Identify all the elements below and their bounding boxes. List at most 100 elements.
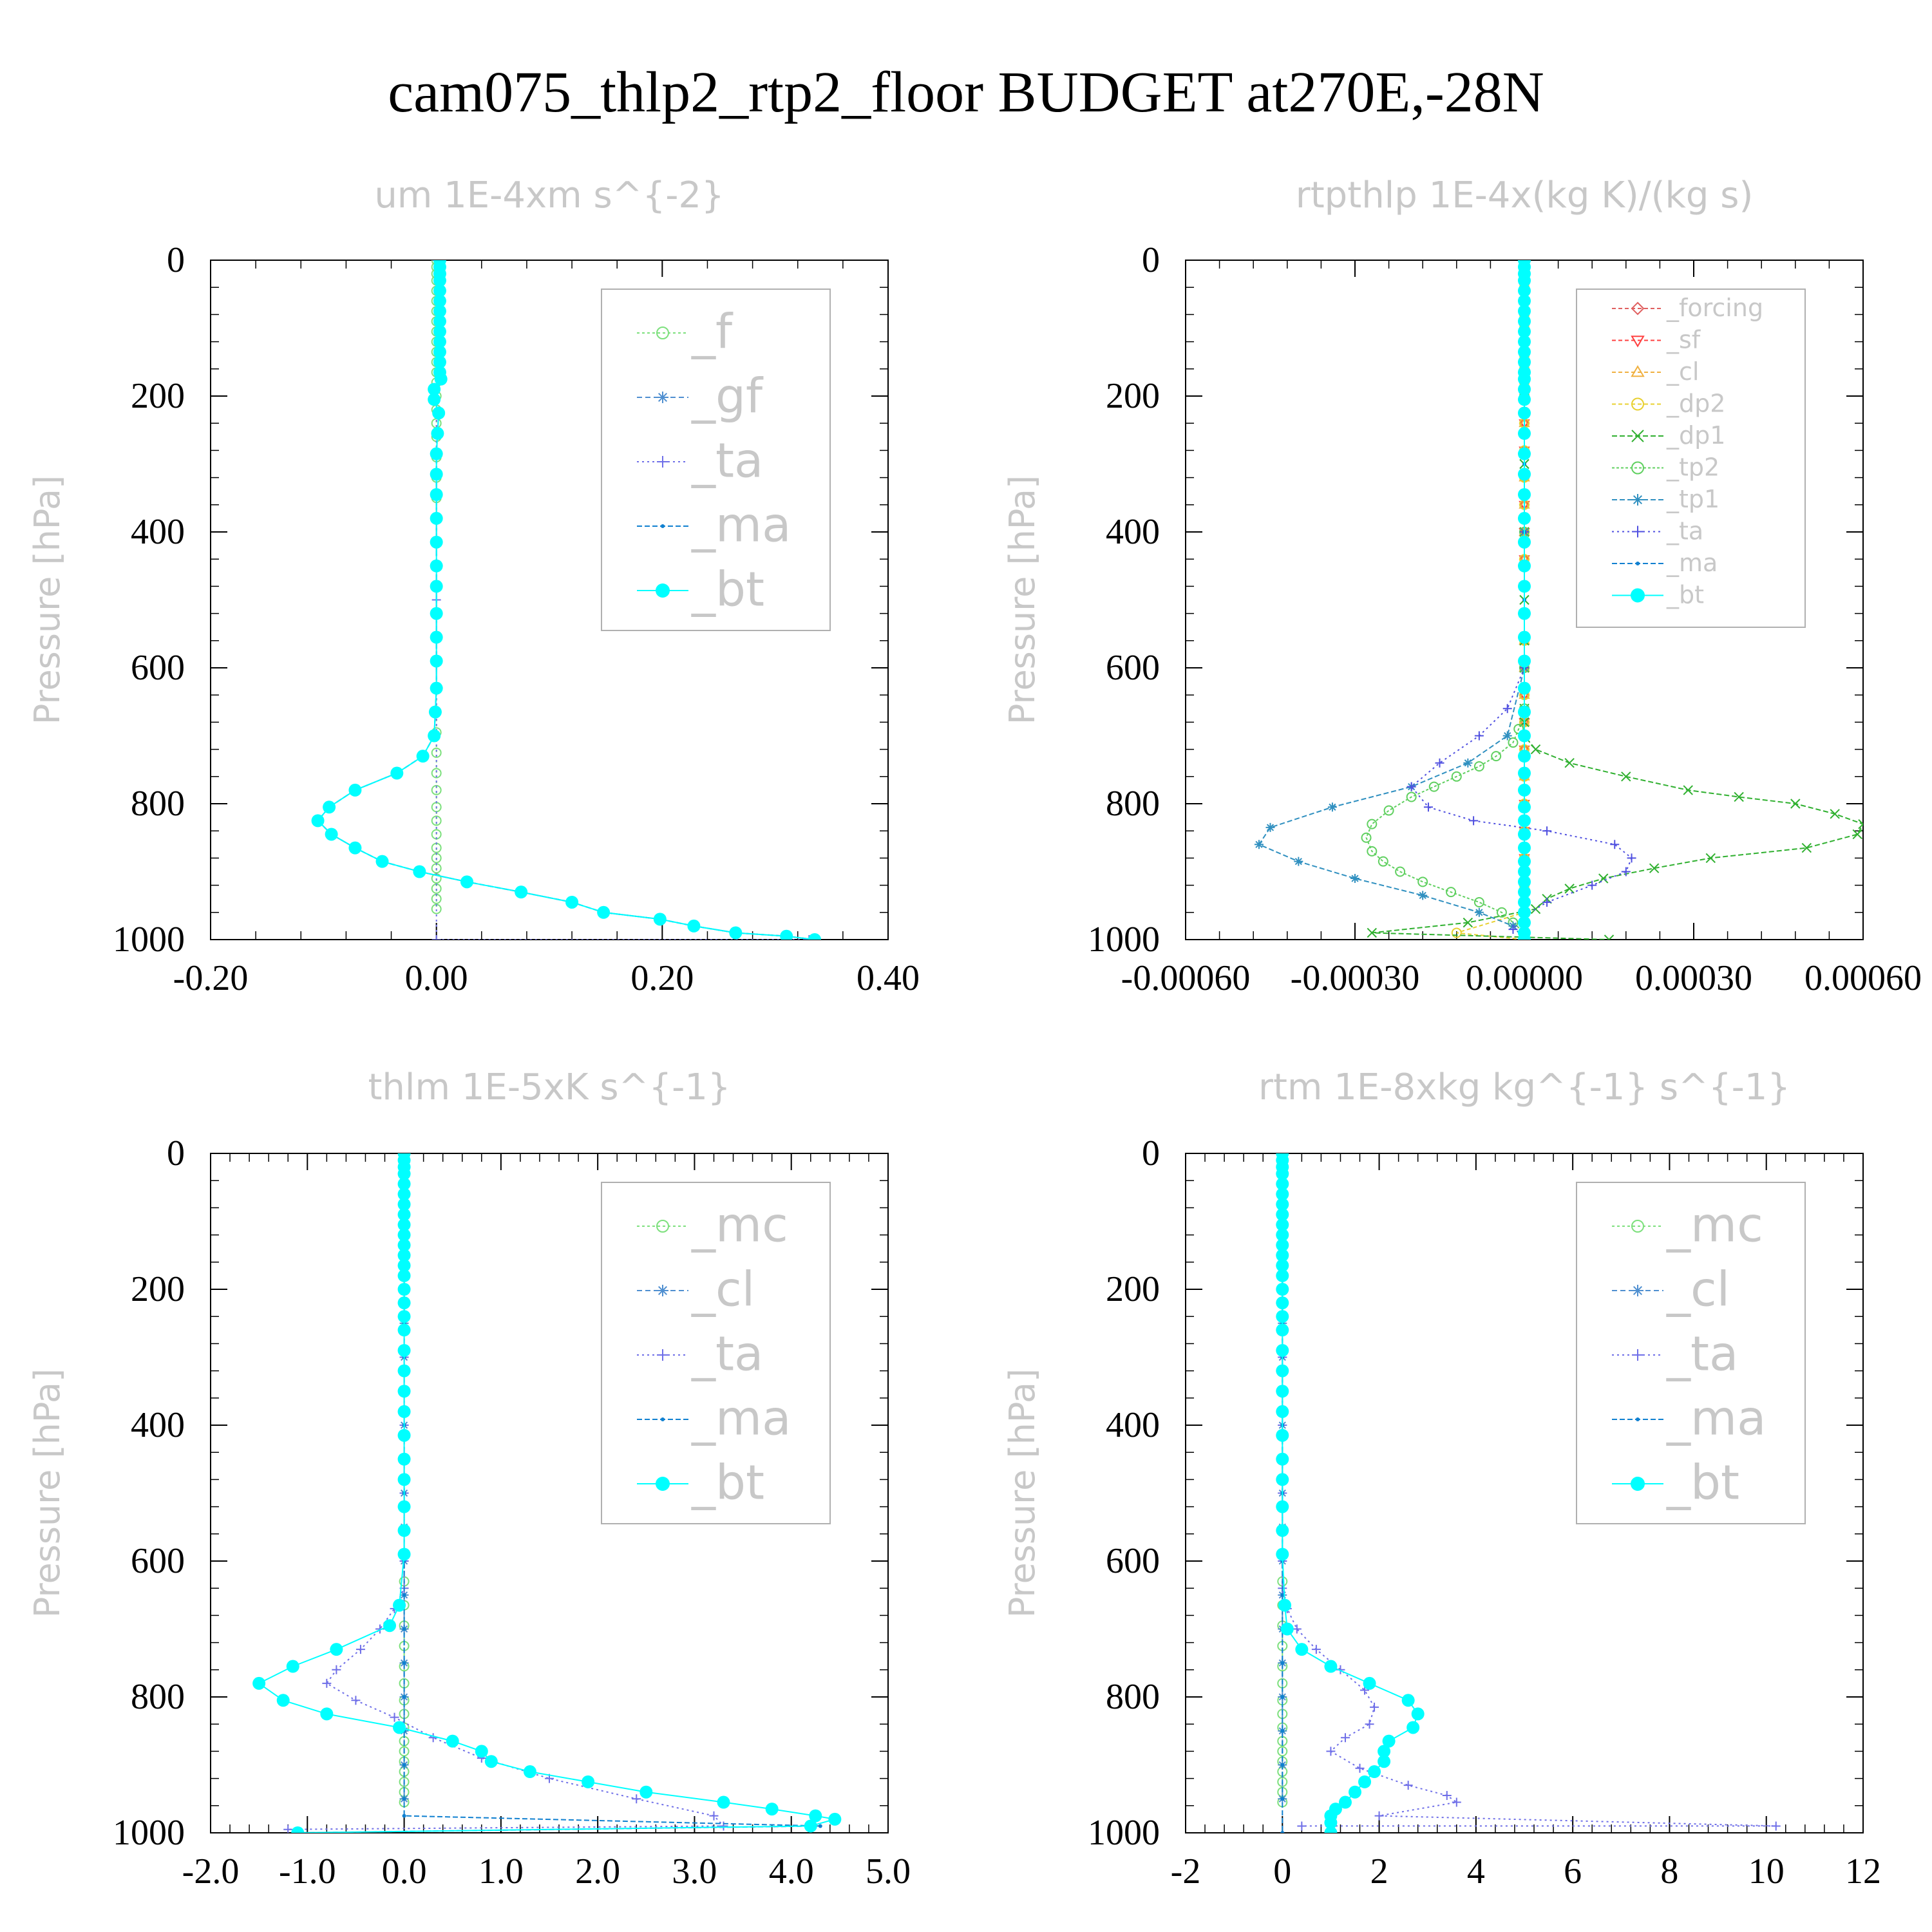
marker (1365, 1719, 1374, 1729)
legend-item: _ta (637, 433, 763, 489)
x-tick-label: 0.00060 (1804, 958, 1922, 998)
marker (397, 1343, 411, 1357)
marker (430, 607, 443, 620)
marker (1518, 355, 1531, 369)
marker (402, 1797, 406, 1801)
legend-item: _ma (637, 1391, 791, 1446)
marker (1417, 876, 1428, 887)
marker (397, 1208, 411, 1221)
x-tick-label: 10 (1748, 1852, 1785, 1891)
marker (1564, 757, 1575, 768)
marker (1382, 1734, 1396, 1748)
marker (1276, 1296, 1289, 1310)
y-tick-label: 400 (1106, 512, 1160, 552)
series-tp2 (1361, 260, 1530, 938)
y-tick-label: 1000 (1088, 920, 1160, 960)
marker (1518, 766, 1531, 780)
legend-label: _bt (691, 562, 764, 618)
legend-item: _ma (1612, 549, 1718, 577)
marker (1491, 751, 1502, 762)
marker (460, 875, 474, 889)
x-tick-label: -2.0 (182, 1852, 240, 1891)
x-tick-label: 8 (1660, 1852, 1678, 1891)
y-axis-title: Pressure [hPa] (1002, 1368, 1043, 1618)
marker (1518, 654, 1531, 668)
marker (1451, 927, 1462, 938)
marker (565, 895, 579, 909)
marker (1564, 884, 1575, 894)
marker (1518, 393, 1531, 406)
marker (656, 1220, 669, 1233)
marker (276, 1694, 290, 1707)
marker (1340, 1733, 1350, 1743)
marker (393, 1721, 406, 1734)
marker (1463, 917, 1473, 928)
marker (431, 427, 444, 440)
marker (1403, 1781, 1413, 1790)
y-axis-title: Pressure [hPa] (1002, 475, 1043, 724)
legend: _forcing _sf _cl _dp2 _dp1 _tp2 _tp1 _ta _ma _bt (1576, 289, 1806, 628)
marker (828, 1812, 842, 1826)
legend-item: _forcing (1612, 294, 1763, 322)
marker (1518, 729, 1531, 743)
x-tick-label: 0 (1273, 1852, 1291, 1891)
marker (416, 750, 430, 763)
marker (1280, 1763, 1285, 1767)
marker (397, 1548, 411, 1561)
marker (397, 1238, 411, 1252)
marker (428, 705, 442, 719)
legend-item: _ta (1612, 1327, 1738, 1382)
marker (1502, 704, 1512, 714)
marker (1280, 1831, 1285, 1833)
marker (1518, 559, 1531, 573)
y-axis-title: Pressure [hPa] (27, 1368, 68, 1618)
legend-label: _dp2 (1666, 390, 1725, 418)
marker (1469, 816, 1479, 826)
marker (1518, 828, 1531, 841)
marker (1276, 1405, 1289, 1418)
panel-title: thlm 1E-5xK s^{-1} (368, 1066, 730, 1108)
x-tick-label: 5.0 (866, 1852, 911, 1891)
marker (1852, 829, 1862, 840)
marker (1542, 826, 1552, 836)
x-tick-label: 2.0 (575, 1852, 620, 1891)
x-tick-label: 1.0 (478, 1852, 524, 1891)
marker (1631, 1477, 1645, 1491)
x-tick-label: -0.00060 (1121, 958, 1251, 998)
marker (397, 1310, 411, 1323)
legend-label: _cl (1666, 357, 1699, 386)
marker (1370, 1702, 1379, 1712)
marker (397, 1473, 411, 1486)
marker (1292, 1624, 1302, 1634)
marker (717, 1795, 730, 1809)
y-tick-label: 600 (1106, 1541, 1160, 1581)
legend-item: _dp2 (1612, 390, 1725, 418)
marker (1530, 904, 1541, 914)
y-tick-label: 1000 (113, 920, 185, 960)
panel-um: um 1E-4xm s^{-2} Pressure [hPa] -0.20 0.00 0… (27, 175, 920, 998)
marker (430, 654, 443, 668)
marker (430, 681, 443, 695)
marker (1518, 314, 1531, 328)
x-tick-label: 0.40 (857, 958, 920, 998)
marker (657, 1285, 668, 1296)
marker (1801, 842, 1812, 853)
marker (1518, 855, 1531, 868)
marker (1280, 1695, 1285, 1699)
marker (1374, 1811, 1384, 1821)
marker (1327, 802, 1337, 812)
marker (1649, 863, 1660, 873)
legend-item: _dp1 (1612, 421, 1725, 450)
marker (597, 905, 611, 919)
plot-area (252, 1153, 842, 1833)
marker (322, 1678, 332, 1688)
marker (1518, 681, 1531, 695)
marker (1518, 865, 1531, 878)
legend-label: _cl (1666, 1262, 1730, 1318)
marker (1771, 1821, 1781, 1831)
marker (402, 1763, 406, 1767)
marker (1276, 1364, 1289, 1378)
legend-item: _sf (1612, 326, 1701, 354)
marker (656, 583, 670, 598)
